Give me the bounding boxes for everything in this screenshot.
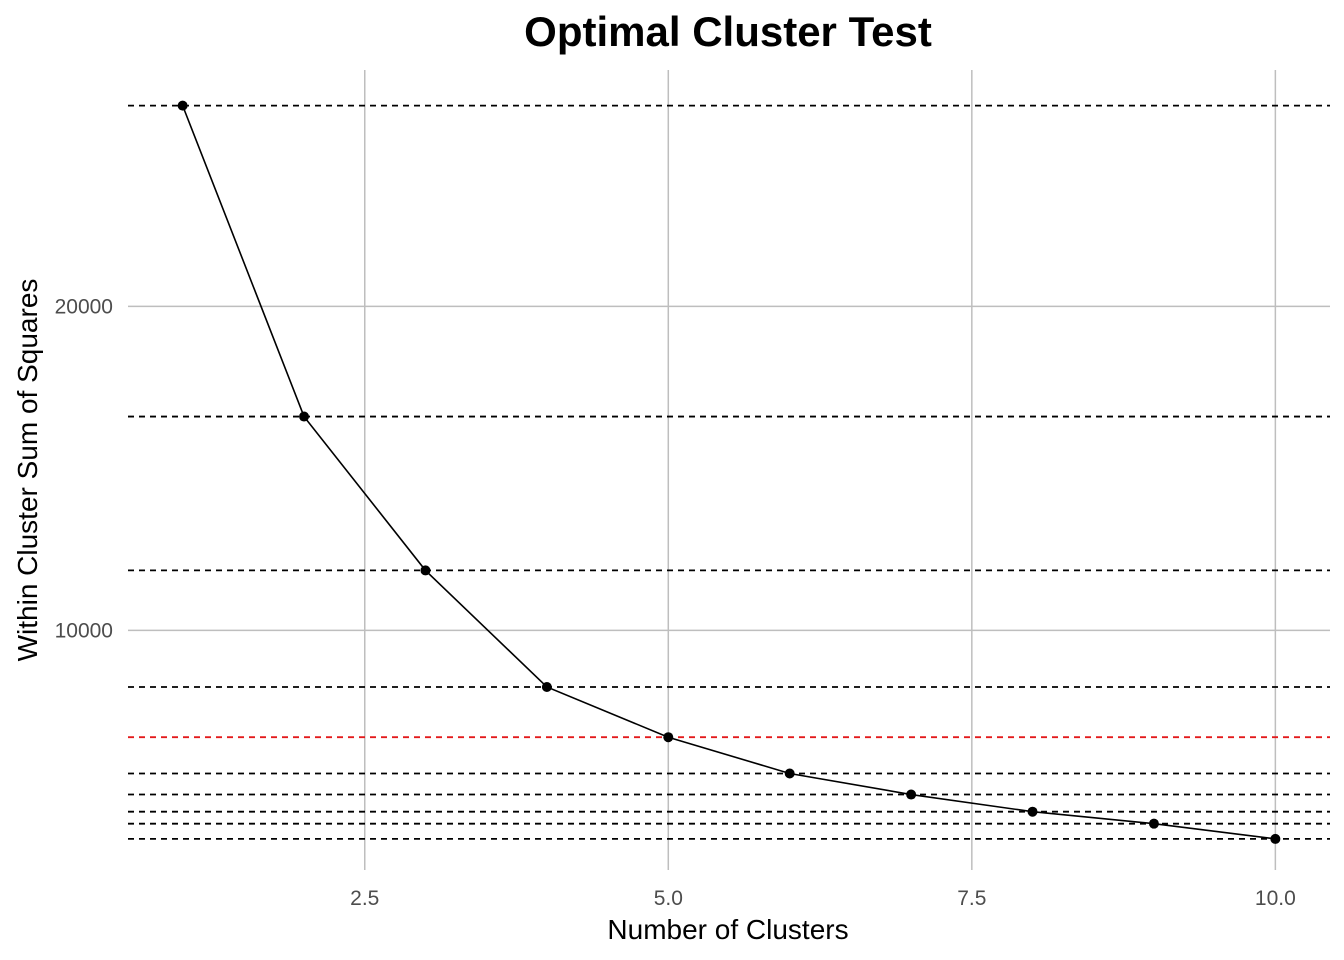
x-tick-label: 7.5 — [957, 887, 986, 910]
reference-lines — [128, 104, 1330, 840]
x-tick-label: 10.0 — [1255, 887, 1296, 910]
grid-lines — [128, 70, 1330, 870]
y-tick-label: 10000 — [55, 619, 113, 642]
x-tick-label: 2.5 — [350, 887, 379, 910]
x-axis-ticks: 2.5 5.0 7.5 10.0 — [350, 887, 1296, 910]
data-points — [177, 100, 1281, 844]
y-tick-label: 20000 — [55, 295, 113, 318]
data-point — [663, 732, 674, 743]
data-point — [784, 768, 795, 779]
series-line — [181, 105, 1276, 840]
data-point — [1027, 806, 1038, 817]
data-point — [1270, 833, 1281, 844]
series-line-layer — [181, 105, 1276, 840]
y-axis-title: Within Cluster Sum of Squares — [12, 279, 43, 662]
x-tick-label: 5.0 — [654, 887, 683, 910]
data-point — [541, 682, 552, 693]
chart-title: Optimal Cluster Test — [524, 8, 932, 55]
data-point — [177, 100, 188, 111]
data-point — [299, 411, 310, 422]
data-point — [1148, 818, 1159, 829]
x-axis-title: Number of Clusters — [607, 914, 848, 945]
data-point — [906, 789, 917, 800]
data-point — [420, 565, 431, 576]
y-axis-ticks: 10000 20000 — [55, 295, 113, 642]
